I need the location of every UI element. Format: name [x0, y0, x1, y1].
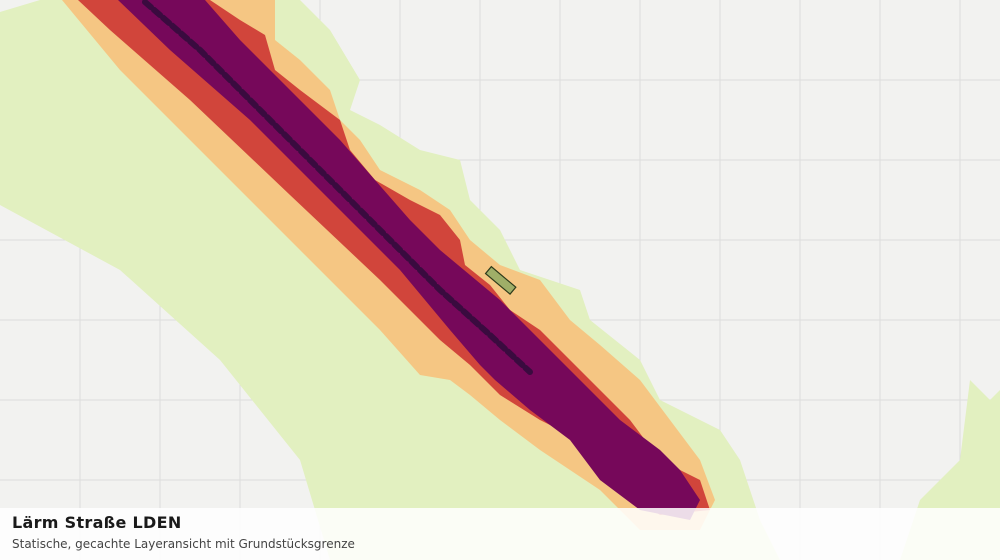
map-title: Lärm Straße LDEN [12, 513, 182, 532]
map-subtitle: Statische, gecachte Layeransicht mit Gru… [12, 537, 355, 551]
caption-panel: Lärm Straße LDEN Statische, gecachte Lay… [0, 508, 1000, 560]
road-axis [142, 0, 533, 375]
parcel-boundary [484, 265, 517, 295]
